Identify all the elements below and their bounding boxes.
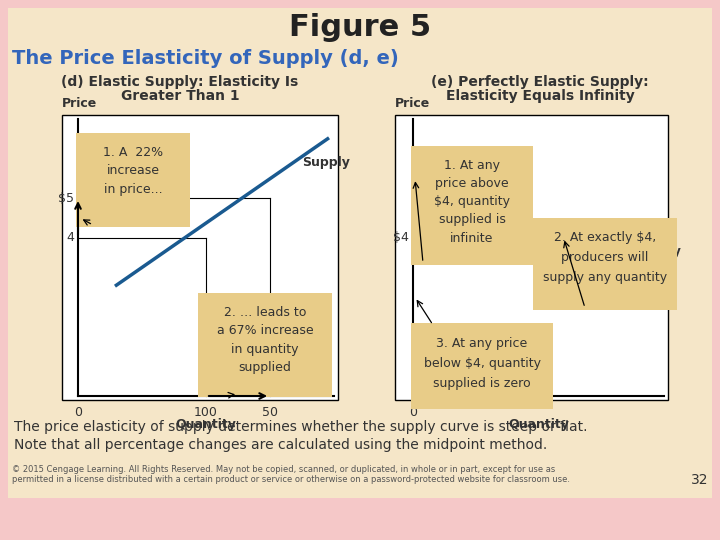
FancyBboxPatch shape: [62, 115, 338, 400]
Text: supplied is: supplied is: [438, 213, 505, 226]
Text: 3. At any price: 3. At any price: [436, 336, 528, 349]
Text: (e) Perfectly Elastic Supply:: (e) Perfectly Elastic Supply:: [431, 75, 649, 89]
Text: supplied is zero: supplied is zero: [433, 376, 531, 389]
Text: Price: Price: [62, 97, 97, 110]
FancyBboxPatch shape: [411, 146, 533, 265]
Text: in quantity: in quantity: [231, 342, 299, 355]
Text: The Price Elasticity of Supply (d, e): The Price Elasticity of Supply (d, e): [12, 49, 399, 68]
Text: 2. At exactly $4,: 2. At exactly $4,: [554, 232, 656, 245]
Text: 1. At any: 1. At any: [444, 159, 500, 172]
Text: infinite: infinite: [450, 232, 494, 245]
Text: Supply: Supply: [633, 245, 680, 258]
Text: supplied: supplied: [238, 361, 292, 374]
Text: 32: 32: [690, 473, 708, 487]
Text: below $4, quantity: below $4, quantity: [423, 356, 541, 369]
Text: 0: 0: [74, 406, 82, 419]
Text: The price elasticity of supply determines whether the supply curve is steep or f: The price elasticity of supply determine…: [14, 420, 588, 434]
Text: 4: 4: [66, 231, 74, 244]
Text: 1. A  22%: 1. A 22%: [103, 146, 163, 159]
FancyBboxPatch shape: [198, 293, 332, 397]
Text: a 67% increase: a 67% increase: [217, 325, 313, 338]
Text: in price...: in price...: [104, 183, 162, 195]
FancyBboxPatch shape: [76, 133, 190, 227]
Text: producers will: producers will: [562, 252, 649, 265]
FancyBboxPatch shape: [533, 218, 677, 310]
Text: Note that all percentage changes are calculated using the midpoint method.: Note that all percentage changes are cal…: [14, 438, 547, 452]
Text: Greater Than 1: Greater Than 1: [121, 89, 239, 103]
Text: 100: 100: [194, 406, 218, 419]
Text: supply any quantity: supply any quantity: [543, 272, 667, 285]
Text: Quantity: Quantity: [176, 418, 236, 431]
Text: Price: Price: [395, 97, 431, 110]
FancyBboxPatch shape: [411, 323, 553, 409]
Text: increase: increase: [107, 165, 160, 178]
Text: © 2015 Cengage Learning. All Rights Reserved. May not be copied, scanned, or dup: © 2015 Cengage Learning. All Rights Rese…: [12, 465, 570, 484]
Text: (d) Elastic Supply: Elasticity Is: (d) Elastic Supply: Elasticity Is: [61, 75, 299, 89]
Text: 0: 0: [409, 406, 417, 419]
Text: price above: price above: [435, 178, 509, 191]
Text: $5: $5: [58, 192, 74, 205]
Text: 50: 50: [262, 406, 278, 419]
Text: $4: $4: [393, 231, 409, 244]
Text: Figure 5: Figure 5: [289, 14, 431, 43]
Text: 2. … leads to: 2. … leads to: [224, 307, 306, 320]
FancyBboxPatch shape: [395, 115, 668, 400]
FancyBboxPatch shape: [8, 8, 712, 498]
Text: Supply: Supply: [302, 156, 350, 169]
Text: Elasticity Equals Infinity: Elasticity Equals Infinity: [446, 89, 634, 103]
Text: Quantity: Quantity: [508, 418, 569, 431]
Text: $4, quantity: $4, quantity: [434, 195, 510, 208]
